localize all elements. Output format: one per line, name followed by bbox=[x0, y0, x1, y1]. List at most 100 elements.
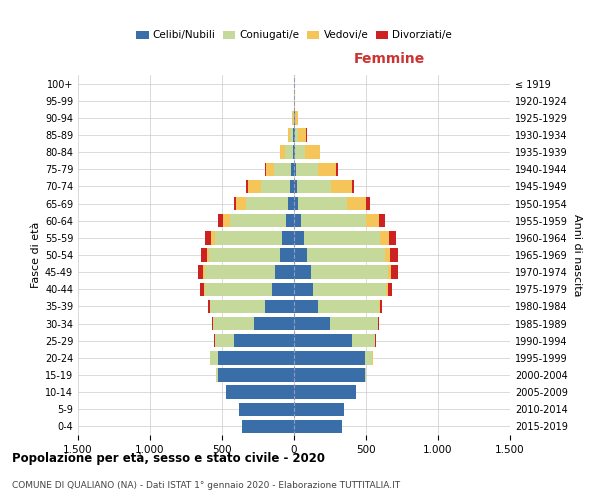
Bar bbox=[290, 180, 294, 193]
Bar bbox=[304, 231, 380, 244]
Bar bbox=[266, 162, 274, 176]
Text: Femmine: Femmine bbox=[353, 52, 425, 66]
Bar bbox=[230, 214, 286, 228]
Bar bbox=[201, 248, 207, 262]
Bar bbox=[247, 197, 288, 210]
Bar bbox=[205, 282, 272, 296]
Bar bbox=[239, 402, 294, 416]
Bar bbox=[280, 248, 294, 262]
Bar bbox=[319, 300, 379, 313]
Bar bbox=[207, 248, 209, 262]
Bar bbox=[275, 266, 294, 279]
Y-axis label: Anni di nascita: Anni di nascita bbox=[572, 214, 582, 296]
Bar bbox=[280, 146, 284, 159]
Bar bbox=[294, 282, 313, 296]
Bar bbox=[347, 197, 366, 210]
Bar bbox=[265, 162, 266, 176]
Bar bbox=[318, 162, 337, 176]
Bar bbox=[291, 162, 294, 176]
Bar bbox=[301, 214, 366, 228]
Bar bbox=[379, 300, 380, 313]
Bar bbox=[294, 128, 295, 141]
Bar bbox=[311, 266, 388, 279]
Bar bbox=[337, 162, 338, 176]
Bar bbox=[214, 317, 254, 330]
Bar bbox=[378, 317, 379, 330]
Bar bbox=[236, 197, 247, 210]
Bar bbox=[242, 420, 294, 433]
Bar bbox=[203, 266, 205, 279]
Bar bbox=[288, 128, 290, 141]
Bar bbox=[204, 282, 205, 296]
Bar bbox=[298, 197, 347, 210]
Bar bbox=[205, 266, 275, 279]
Bar bbox=[209, 248, 280, 262]
Bar bbox=[305, 146, 320, 159]
Bar bbox=[212, 317, 213, 330]
Bar bbox=[205, 231, 211, 244]
Bar bbox=[211, 231, 215, 244]
Bar bbox=[261, 180, 290, 193]
Bar bbox=[294, 368, 365, 382]
Bar bbox=[391, 266, 398, 279]
Bar bbox=[379, 214, 385, 228]
Bar bbox=[365, 368, 366, 382]
Bar bbox=[211, 351, 218, 364]
Bar bbox=[330, 317, 377, 330]
Bar bbox=[233, 197, 236, 210]
Bar bbox=[274, 162, 291, 176]
Bar bbox=[294, 214, 301, 228]
Bar bbox=[218, 351, 294, 364]
Bar bbox=[294, 402, 344, 416]
Bar bbox=[254, 317, 294, 330]
Bar bbox=[386, 282, 388, 296]
Bar bbox=[298, 128, 306, 141]
Bar bbox=[293, 146, 294, 159]
Bar bbox=[294, 197, 298, 210]
Bar bbox=[380, 300, 382, 313]
Bar bbox=[294, 248, 307, 262]
Bar bbox=[223, 214, 230, 228]
Bar bbox=[215, 231, 283, 244]
Bar bbox=[307, 248, 385, 262]
Text: COMUNE DI QUALIANO (NA) - Dati ISTAT 1° gennaio 2020 - Elaborazione TUTTITALIA.I: COMUNE DI QUALIANO (NA) - Dati ISTAT 1° … bbox=[12, 481, 400, 490]
Bar bbox=[365, 351, 373, 364]
Bar bbox=[218, 368, 294, 382]
Bar bbox=[297, 180, 331, 193]
Bar bbox=[216, 368, 218, 382]
Bar bbox=[331, 180, 352, 193]
Bar bbox=[272, 282, 294, 296]
Bar bbox=[211, 300, 265, 313]
Bar bbox=[385, 248, 390, 262]
Bar bbox=[388, 282, 392, 296]
Bar bbox=[248, 180, 261, 193]
Bar bbox=[390, 248, 398, 262]
Bar bbox=[295, 128, 298, 141]
Legend: Celibi/Nubili, Coniugati/e, Vedovi/e, Divorziati/e: Celibi/Nubili, Coniugati/e, Vedovi/e, Di… bbox=[132, 26, 456, 44]
Bar bbox=[295, 146, 305, 159]
Bar bbox=[208, 300, 210, 313]
Bar bbox=[233, 334, 294, 347]
Bar bbox=[296, 162, 318, 176]
Bar bbox=[215, 334, 233, 347]
Bar bbox=[198, 266, 203, 279]
Bar bbox=[295, 111, 298, 124]
Bar bbox=[290, 128, 293, 141]
Bar bbox=[294, 146, 295, 159]
Bar bbox=[389, 231, 396, 244]
Bar bbox=[294, 420, 341, 433]
Bar bbox=[388, 266, 391, 279]
Bar bbox=[294, 334, 352, 347]
Bar bbox=[283, 231, 294, 244]
Text: Popolazione per età, sesso e stato civile - 2020: Popolazione per età, sesso e stato civil… bbox=[12, 452, 325, 465]
Bar bbox=[286, 214, 294, 228]
Bar bbox=[294, 317, 330, 330]
Bar bbox=[292, 111, 293, 124]
Bar bbox=[294, 231, 304, 244]
Y-axis label: Fasce di età: Fasce di età bbox=[31, 222, 41, 288]
Bar bbox=[265, 300, 294, 313]
Bar bbox=[294, 351, 365, 364]
Bar bbox=[366, 197, 370, 210]
Bar bbox=[226, 386, 294, 399]
Bar bbox=[313, 282, 386, 296]
